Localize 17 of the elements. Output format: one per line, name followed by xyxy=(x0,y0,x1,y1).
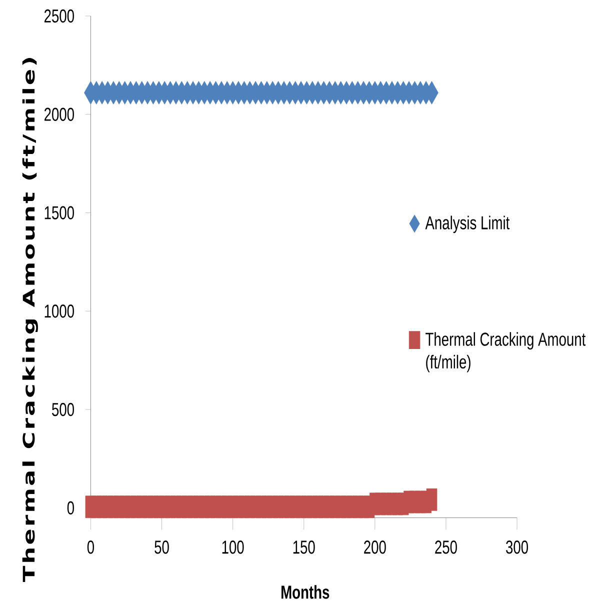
y-tick-label: 2500 xyxy=(44,9,74,23)
x-tick-label: 150 xyxy=(293,540,315,554)
x-tick-label: 100 xyxy=(222,540,244,554)
legend-label: Thermal Cracking Amount (ft/mile) xyxy=(426,332,586,372)
y-tick-label: 500 xyxy=(52,402,74,416)
y-tick-label: 1500 xyxy=(44,206,74,220)
x-tick-label: 200 xyxy=(364,540,386,554)
x-tick-label: 250 xyxy=(435,540,457,554)
y-tick-label: 1000 xyxy=(44,304,74,318)
y-tick-label: 0 xyxy=(67,501,74,514)
x-tick-label: 0 xyxy=(87,540,94,554)
y-tick-label: 2000 xyxy=(44,108,74,121)
x-tick-label: 50 xyxy=(154,540,169,554)
legend-label: Analysis Limit xyxy=(425,216,510,234)
x-axis-title: Months xyxy=(282,585,330,599)
x-tick-label: 300 xyxy=(506,540,528,554)
y-axis-title: Thermal Cracking Amount (ft/mile) xyxy=(22,58,38,582)
